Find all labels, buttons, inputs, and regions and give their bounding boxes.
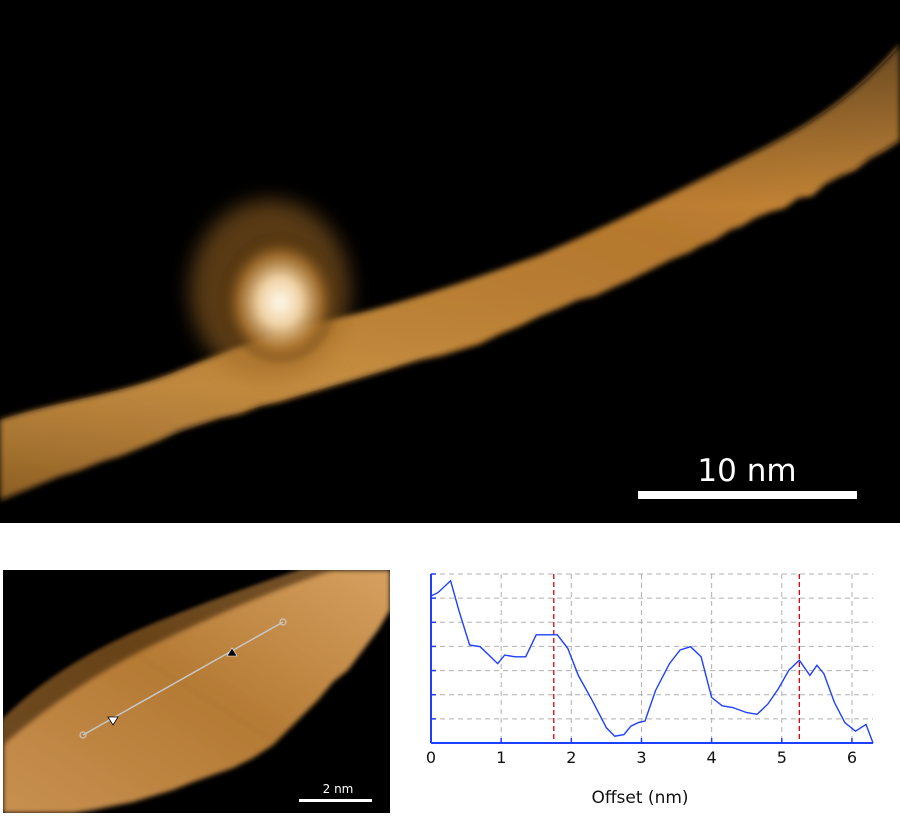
profile-series-line xyxy=(430,579,874,744)
main-stm-image-canvas: 10 nm xyxy=(0,0,900,523)
profile-marker-up-icon[interactable] xyxy=(226,647,238,657)
height-profile-chart: 0 1 2 3 4 5 6 Offset (nm) xyxy=(400,560,900,818)
x-tick-label: 1 xyxy=(496,748,506,767)
main-scale-bar-label: 10 nm xyxy=(697,453,796,489)
profile-marker-down-icon[interactable] xyxy=(107,716,119,726)
chart-markers xyxy=(553,574,800,743)
x-tick-label: 2 xyxy=(566,748,576,767)
x-tick-label: 3 xyxy=(636,748,646,767)
main-scale-bar xyxy=(638,491,857,499)
chart-series xyxy=(430,579,874,744)
height-profile-svg: 0 1 2 3 4 5 6 Offset (nm) xyxy=(426,573,874,808)
inset-nanoribbon xyxy=(3,570,390,813)
x-axis-label: Offset (nm) xyxy=(591,788,688,808)
chart-grid xyxy=(430,573,873,744)
chart-axes xyxy=(430,573,873,744)
inset-scale-bar-label: 2 nm xyxy=(323,782,354,796)
x-tick-label: 5 xyxy=(777,748,787,767)
profile-line-start-handle[interactable] xyxy=(79,731,87,739)
x-tick-label: 0 xyxy=(426,748,436,767)
inset-scale-bar xyxy=(299,799,372,802)
nanoribbon-shading xyxy=(0,45,900,500)
x-tick-label: 4 xyxy=(707,748,717,767)
main-stm-image: 10 nm xyxy=(0,0,900,523)
inset-stm-image-canvas: 2 nm xyxy=(3,570,390,813)
chart-ticks: 0 1 2 3 4 5 6 xyxy=(426,748,857,767)
x-tick-label: 6 xyxy=(847,748,857,767)
adsorbed-molecule xyxy=(220,227,340,363)
profile-line-end-handle[interactable] xyxy=(279,618,287,626)
inset-stm-image: 2 nm xyxy=(3,570,390,813)
profile-line[interactable] xyxy=(82,621,284,736)
